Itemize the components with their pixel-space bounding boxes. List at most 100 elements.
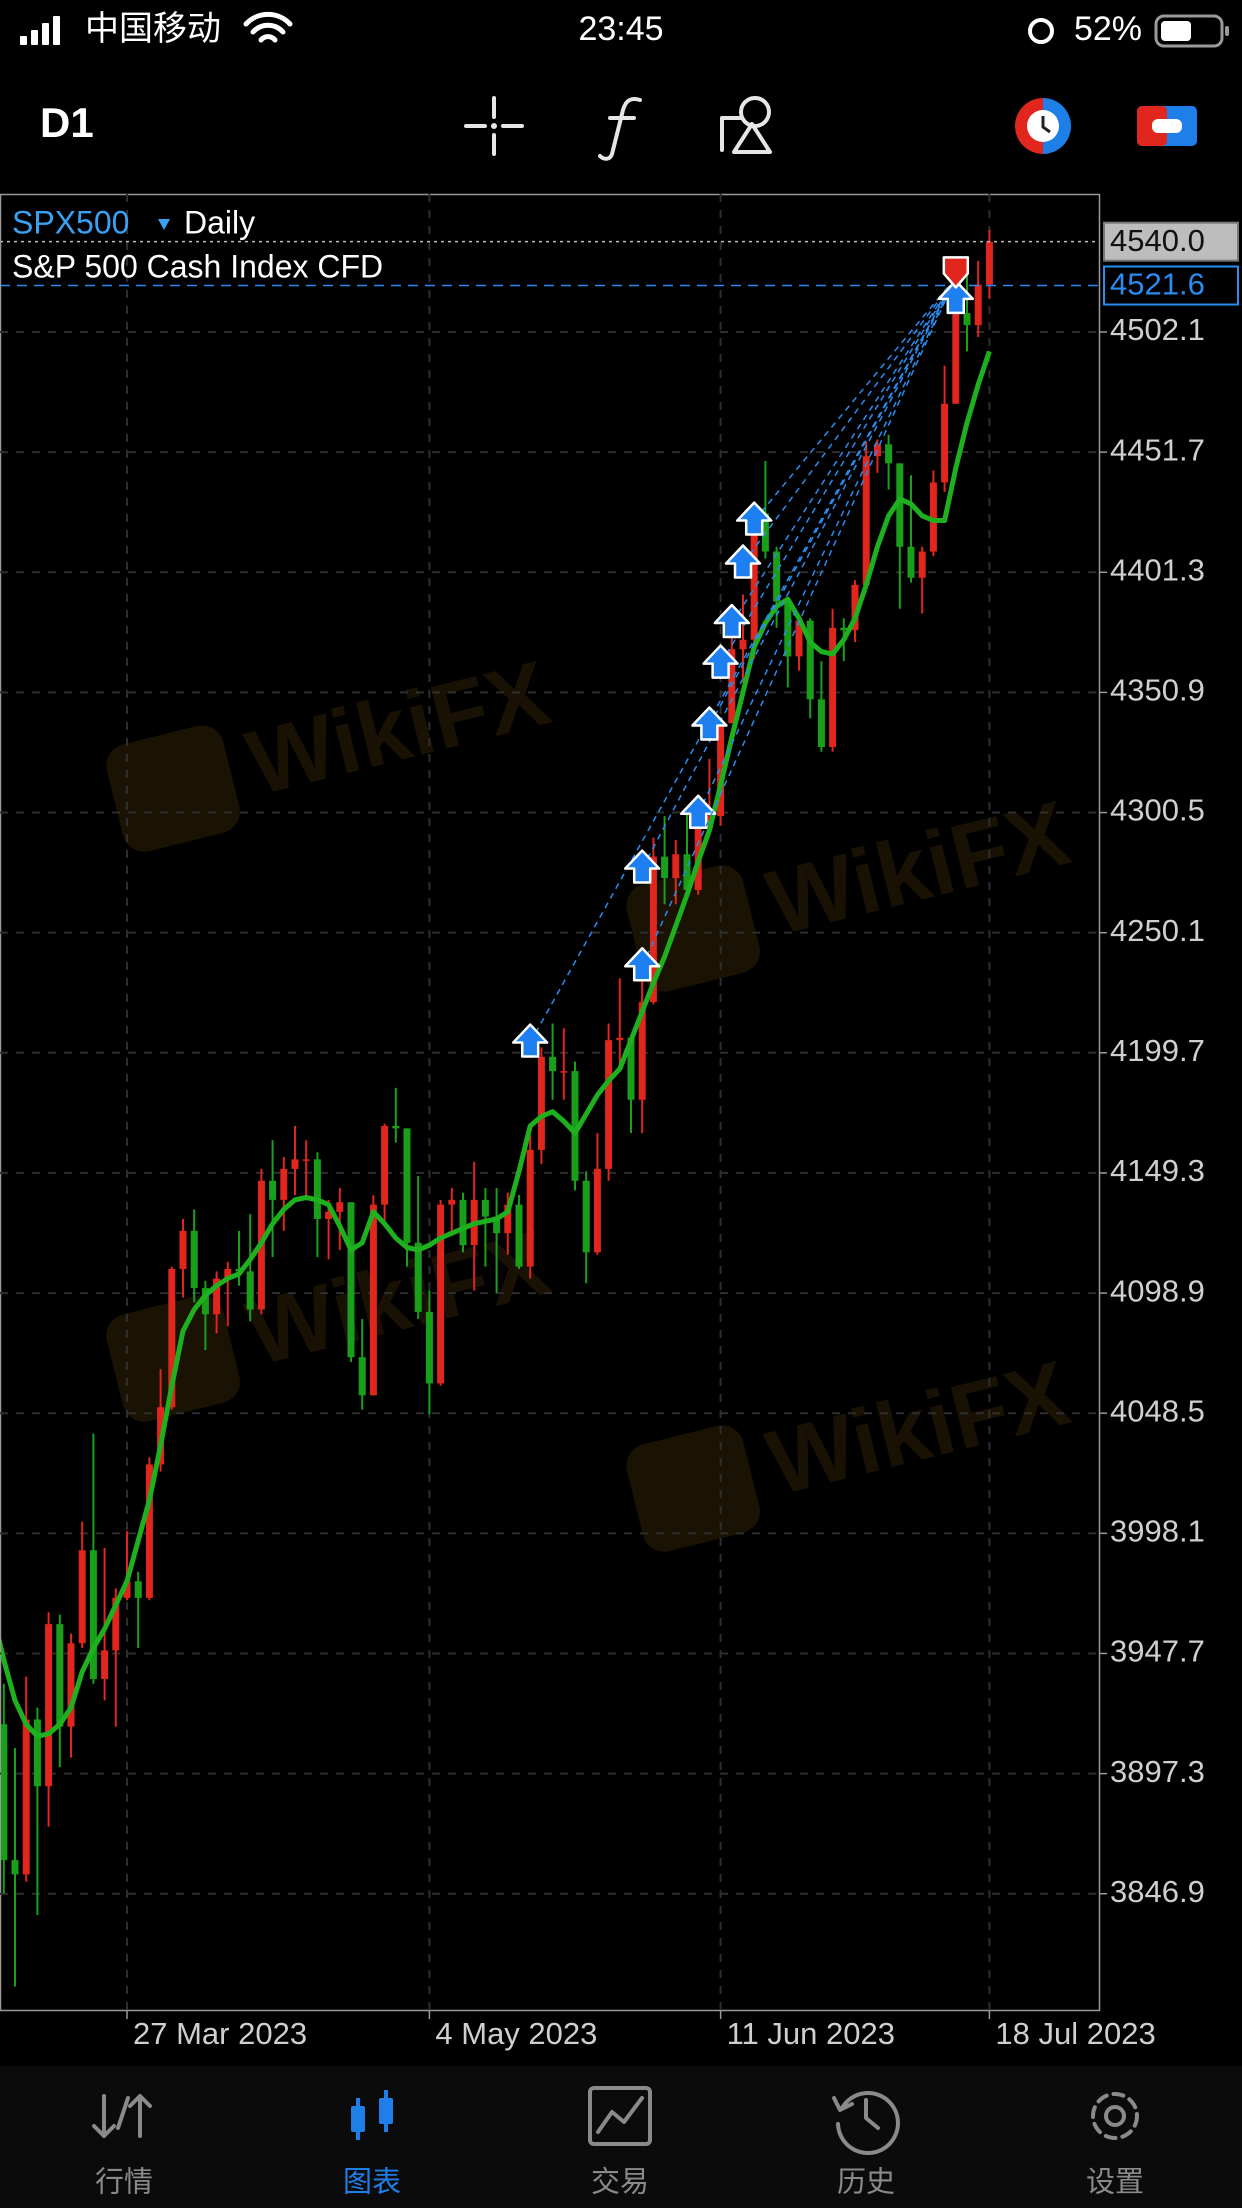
candle-body bbox=[302, 1159, 310, 1161]
objects-square bbox=[720, 116, 742, 152]
tab-label: 交易 bbox=[591, 2166, 649, 2199]
candle-body bbox=[806, 620, 814, 700]
candle-body bbox=[750, 513, 758, 640]
candle-body bbox=[369, 1204, 377, 1396]
y-tick-label: 4451.7 bbox=[1110, 432, 1205, 467]
toolbar: D1 bbox=[40, 96, 1197, 161]
trade-line bbox=[719, 277, 957, 664]
buy-arrow bbox=[511, 1023, 549, 1058]
y-tick-label: 4502.1 bbox=[1110, 312, 1205, 347]
candle-body bbox=[392, 1125, 400, 1129]
candle-body bbox=[11, 1860, 19, 1875]
x-tick-label: 11 Jun 2023 bbox=[727, 2016, 895, 2051]
buy-arrow bbox=[724, 544, 762, 579]
tab-history[interactable]: 历史 bbox=[832, 2091, 900, 2199]
candle-body bbox=[952, 313, 960, 404]
candle-body bbox=[448, 1199, 456, 1205]
candle-body bbox=[1, 1724, 8, 1861]
candle-body bbox=[269, 1180, 277, 1200]
candle-body bbox=[459, 1199, 467, 1246]
signal-bar bbox=[31, 30, 38, 45]
candle-body bbox=[134, 1581, 142, 1598]
candle-body bbox=[504, 1204, 512, 1234]
timeframe-button[interactable]: D1 bbox=[40, 99, 94, 146]
clock: 23:45 bbox=[578, 10, 663, 48]
price-label-box bbox=[1103, 221, 1239, 262]
battery-outline bbox=[1154, 14, 1224, 48]
candle-body bbox=[291, 1159, 299, 1169]
tab-quotes[interactable]: 行情 bbox=[92, 2094, 153, 2199]
symbol[interactable]: SPX500 bbox=[12, 204, 129, 240]
trade-line bbox=[731, 277, 957, 624]
trade-signals-button[interactable] bbox=[1015, 98, 1071, 154]
candle-body bbox=[885, 444, 893, 464]
y-tick-label: 4098.9 bbox=[1110, 1273, 1205, 1308]
symbol-dropdown[interactable] bbox=[158, 219, 170, 230]
candle-body bbox=[246, 1271, 254, 1310]
candle-body bbox=[190, 1230, 198, 1289]
y-tick-label: 4048.5 bbox=[1110, 1393, 1205, 1428]
candle-body bbox=[325, 1211, 333, 1219]
candle-body bbox=[873, 444, 881, 457]
candle-body bbox=[851, 584, 859, 631]
candle-body bbox=[717, 723, 725, 817]
candle-body bbox=[862, 456, 870, 585]
candle-body bbox=[593, 1168, 601, 1253]
candle-body bbox=[739, 639, 747, 650]
tab-icon bbox=[588, 2086, 652, 2146]
trade-line bbox=[753, 276, 957, 522]
candle-body bbox=[571, 1071, 579, 1181]
watermark-logo bbox=[626, 865, 760, 992]
buy-arrow bbox=[691, 706, 728, 741]
candle-body bbox=[437, 1204, 445, 1384]
carrier: 中国移动 bbox=[85, 10, 221, 48]
tab-settings[interactable]: 设置 bbox=[1086, 2092, 1144, 2199]
x-tick-label: 27 Mar 2023 bbox=[133, 2016, 307, 2051]
price-label-box bbox=[1103, 265, 1239, 306]
trade-line bbox=[742, 276, 957, 564]
candle-body bbox=[963, 313, 971, 326]
y-tick-label: 3846.9 bbox=[1110, 1874, 1205, 1909]
candle-body bbox=[313, 1159, 321, 1219]
buy-arrow bbox=[702, 644, 739, 679]
price-label: 4540.0 bbox=[1110, 223, 1205, 258]
tab-label: 历史 bbox=[837, 2166, 895, 2199]
objects-triangle bbox=[732, 122, 772, 154]
indicator-button[interactable] bbox=[598, 97, 642, 161]
tab-icon bbox=[351, 2106, 365, 2132]
crosshair-dot bbox=[491, 123, 497, 129]
candle-body bbox=[638, 1002, 646, 1100]
candle-body bbox=[168, 1268, 176, 1408]
candle-body bbox=[616, 1037, 624, 1041]
one-click-button[interactable] bbox=[1137, 106, 1197, 146]
trade-line bbox=[641, 277, 957, 869]
buy-arrow bbox=[713, 603, 751, 639]
candle-body bbox=[817, 699, 825, 747]
buy-arrow bbox=[623, 947, 661, 982]
tab-label: 行情 bbox=[95, 2166, 153, 2199]
candle-body bbox=[985, 241, 993, 285]
battery-tip bbox=[1225, 26, 1229, 36]
status-bar: 中国移动 23:45 52% bbox=[20, 10, 1229, 48]
crosshair-button[interactable] bbox=[464, 96, 524, 156]
candle-body bbox=[213, 1278, 221, 1315]
wifi-icon bbox=[243, 11, 293, 43]
plot-area bbox=[1, 229, 1099, 1987]
tab-chart[interactable]: 图表 bbox=[343, 2090, 401, 2199]
chart-header: SPX500 Daily S&P 500 Cash Index CFD bbox=[12, 204, 383, 284]
candle-body bbox=[347, 1202, 355, 1358]
price-label: 4521.6 bbox=[1110, 267, 1205, 302]
objects-button[interactable] bbox=[720, 96, 772, 154]
candle-body bbox=[101, 1650, 109, 1679]
candle-body bbox=[123, 1581, 131, 1598]
candle-body bbox=[605, 1040, 613, 1169]
buy-arrow bbox=[623, 849, 661, 884]
candle-body bbox=[45, 1624, 53, 1787]
candle-body bbox=[179, 1230, 187, 1269]
signal-bar bbox=[20, 36, 27, 45]
tab-trade[interactable]: 交易 bbox=[588, 2086, 652, 2199]
battery-percent: 52% bbox=[1074, 10, 1142, 48]
signal-bar bbox=[42, 23, 49, 45]
candle-body bbox=[549, 1056, 557, 1072]
